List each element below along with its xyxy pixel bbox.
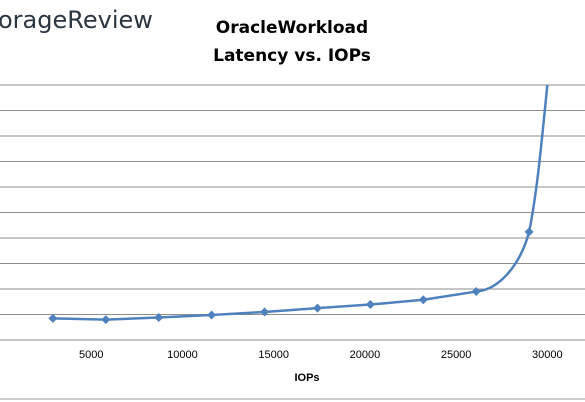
data-point xyxy=(524,227,534,237)
x-tick-label: 5000 xyxy=(79,349,103,361)
x-tick-label: 10000 xyxy=(167,349,198,361)
data-point xyxy=(365,300,375,310)
brand-logo: orageReview xyxy=(0,6,153,34)
x-tick-label: 15000 xyxy=(258,349,289,361)
gridlines xyxy=(0,84,585,400)
data-point xyxy=(312,303,322,313)
series-line xyxy=(52,84,549,321)
data-point xyxy=(48,313,58,323)
chart-title: OracleWorkload xyxy=(216,18,368,38)
data-point xyxy=(471,287,481,297)
x-tick-label: 20000 xyxy=(350,349,381,361)
data-point xyxy=(101,315,111,325)
x-tick-label: 30000 xyxy=(532,349,563,361)
data-point xyxy=(154,313,164,323)
x-tick-label: 25000 xyxy=(441,349,472,361)
x-tick-labels: 5000 10000 15000 20000 25000 30000 xyxy=(79,349,563,361)
plot-area xyxy=(48,84,549,325)
data-point xyxy=(207,310,217,320)
chart-subtitle: Latency vs. IOPs xyxy=(213,46,371,66)
x-axis-label: IOPs xyxy=(294,372,319,384)
data-point xyxy=(418,295,428,305)
data-point xyxy=(260,307,270,317)
